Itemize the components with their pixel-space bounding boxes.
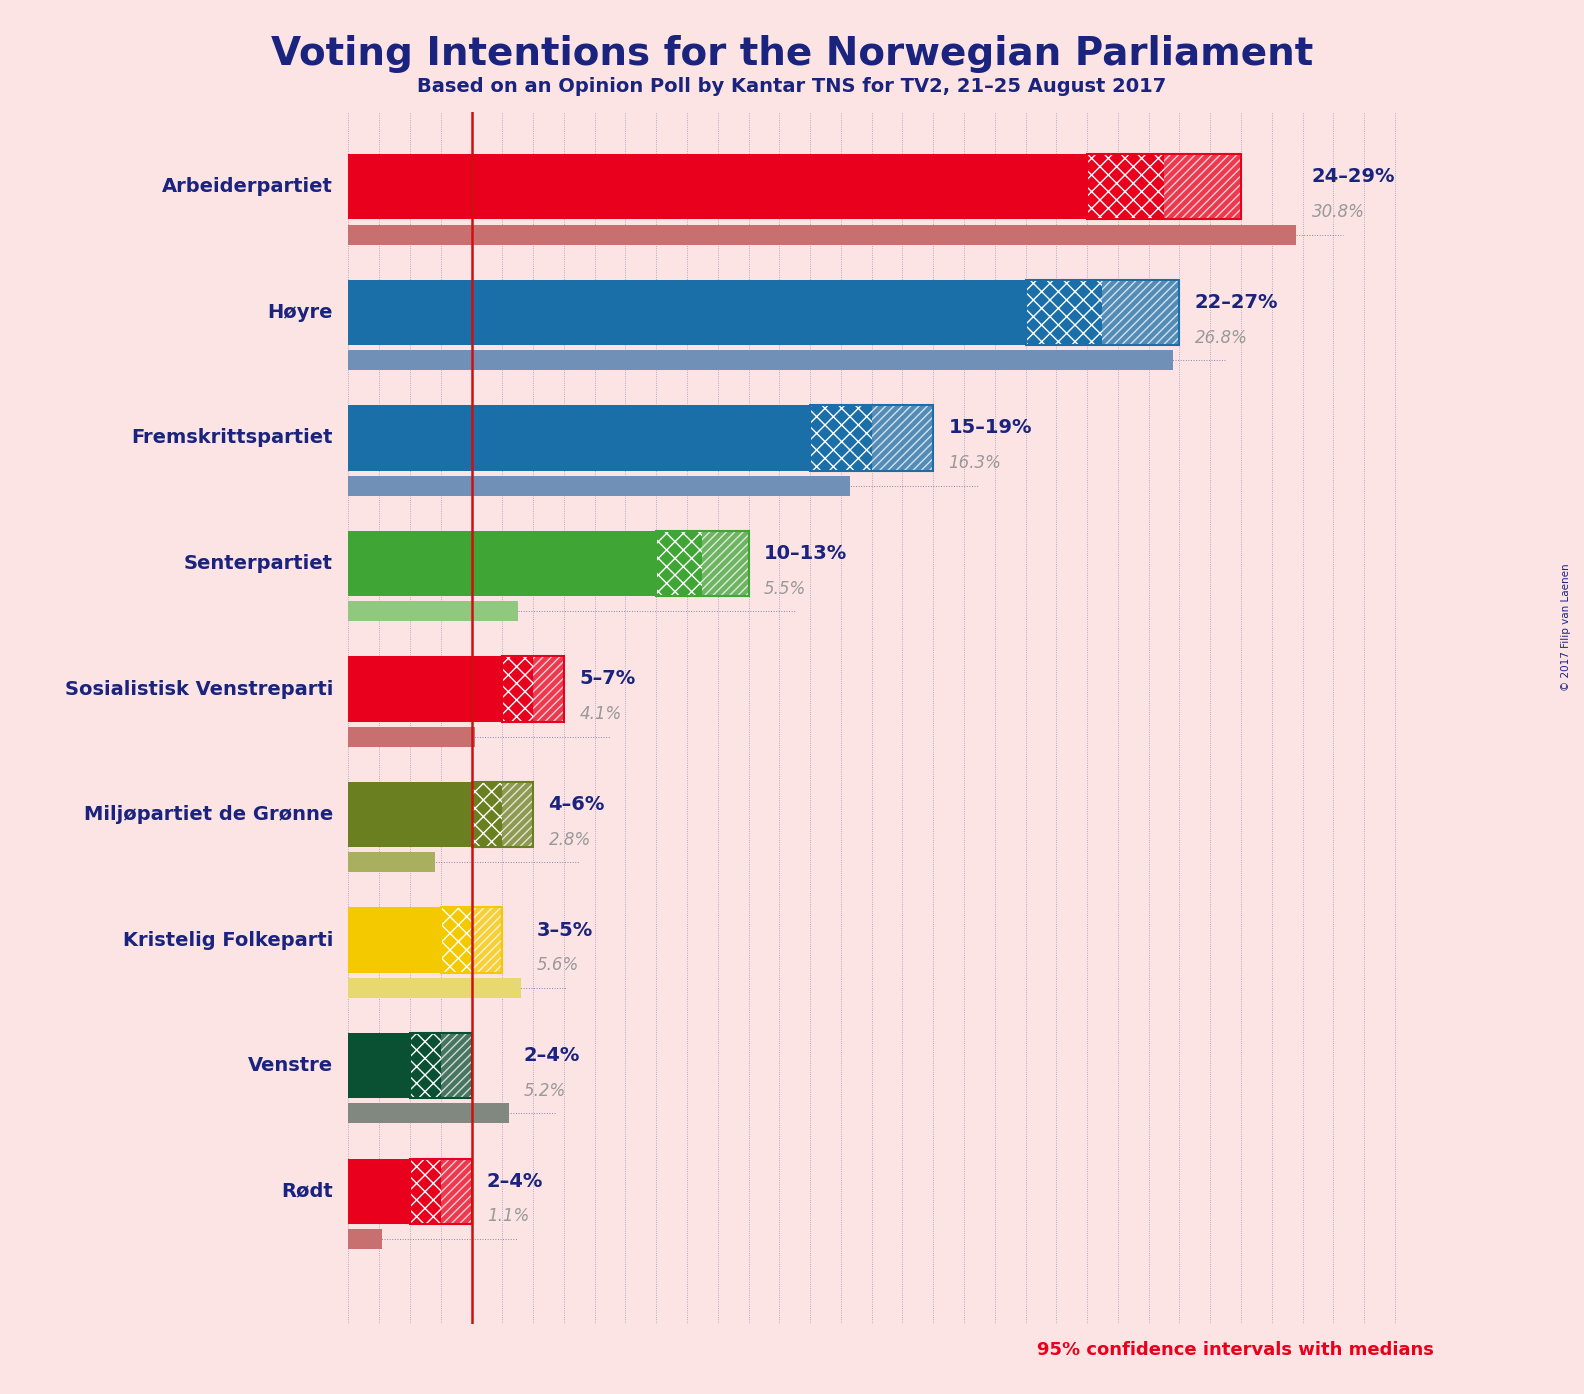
Bar xyxy=(1087,155,1164,219)
Bar xyxy=(440,1033,472,1098)
Text: 10–13%: 10–13% xyxy=(763,544,847,563)
Text: Venstre: Venstre xyxy=(249,1057,333,1075)
Bar xyxy=(702,531,749,597)
Text: 16.3%: 16.3% xyxy=(949,454,1001,473)
Text: 24–29%: 24–29% xyxy=(1312,167,1396,187)
Text: 4–6%: 4–6% xyxy=(548,795,605,814)
Text: 2–4%: 2–4% xyxy=(486,1172,543,1190)
Bar xyxy=(348,782,472,848)
Text: Høyre: Høyre xyxy=(268,302,333,322)
Text: 26.8%: 26.8% xyxy=(1194,329,1248,347)
Text: 4.1%: 4.1% xyxy=(580,705,621,723)
Bar xyxy=(1025,280,1102,346)
Bar xyxy=(472,782,502,848)
Text: Senterpartiet: Senterpartiet xyxy=(184,553,333,573)
Bar xyxy=(348,977,521,998)
Bar xyxy=(348,1158,410,1224)
Bar xyxy=(348,406,809,471)
Text: 15–19%: 15–19% xyxy=(949,418,1033,438)
Text: Based on an Opinion Poll by Kantar TNS for TV2, 21–25 August 2017: Based on an Opinion Poll by Kantar TNS f… xyxy=(417,77,1167,96)
Bar xyxy=(348,1230,382,1249)
Bar xyxy=(534,657,564,722)
Bar xyxy=(472,907,502,973)
Bar xyxy=(348,1033,410,1098)
Text: Arbeiderpartiet: Arbeiderpartiet xyxy=(162,177,333,197)
Bar xyxy=(348,531,656,597)
Text: Voting Intentions for the Norwegian Parliament: Voting Intentions for the Norwegian Parl… xyxy=(271,35,1313,72)
Bar xyxy=(1102,280,1180,346)
Text: © 2017 Filip van Laenen: © 2017 Filip van Laenen xyxy=(1562,563,1571,691)
Text: Rødt: Rødt xyxy=(282,1182,333,1200)
Text: Miljøpartiet de Grønne: Miljøpartiet de Grønne xyxy=(84,806,333,824)
Text: 22–27%: 22–27% xyxy=(1194,293,1278,312)
Bar xyxy=(871,406,933,471)
Bar xyxy=(410,1158,440,1224)
Text: Kristelig Folkeparti: Kristelig Folkeparti xyxy=(122,931,333,949)
Text: 5.6%: 5.6% xyxy=(537,956,578,974)
Text: 1.1%: 1.1% xyxy=(486,1207,529,1225)
Text: 2.8%: 2.8% xyxy=(548,831,591,849)
Bar xyxy=(348,475,851,496)
Bar xyxy=(348,657,502,722)
Text: 5.5%: 5.5% xyxy=(763,580,806,598)
Bar xyxy=(348,224,1296,244)
Text: Sosialistisk Venstreparti: Sosialistisk Venstreparti xyxy=(65,679,333,698)
Bar xyxy=(348,852,434,873)
Bar xyxy=(656,531,702,597)
Text: 2–4%: 2–4% xyxy=(524,1046,580,1065)
Bar xyxy=(348,726,475,747)
Bar xyxy=(1164,155,1240,219)
Text: 5–7%: 5–7% xyxy=(580,669,635,689)
Bar xyxy=(440,1158,472,1224)
Bar xyxy=(502,657,534,722)
Text: 30.8%: 30.8% xyxy=(1312,204,1364,222)
Bar xyxy=(348,1103,508,1124)
Bar xyxy=(348,155,1087,219)
Bar xyxy=(809,406,871,471)
Text: 3–5%: 3–5% xyxy=(537,920,592,940)
Bar xyxy=(348,907,440,973)
Bar xyxy=(348,601,518,622)
Bar xyxy=(410,1033,440,1098)
Bar xyxy=(348,350,1174,371)
Bar xyxy=(440,907,472,973)
Bar xyxy=(348,280,1025,346)
Text: Fremskrittspartiet: Fremskrittspartiet xyxy=(131,428,333,447)
Bar xyxy=(502,782,534,848)
Text: 95% confidence intervals with medians: 95% confidence intervals with medians xyxy=(1038,1341,1434,1359)
Text: 5.2%: 5.2% xyxy=(524,1082,565,1100)
